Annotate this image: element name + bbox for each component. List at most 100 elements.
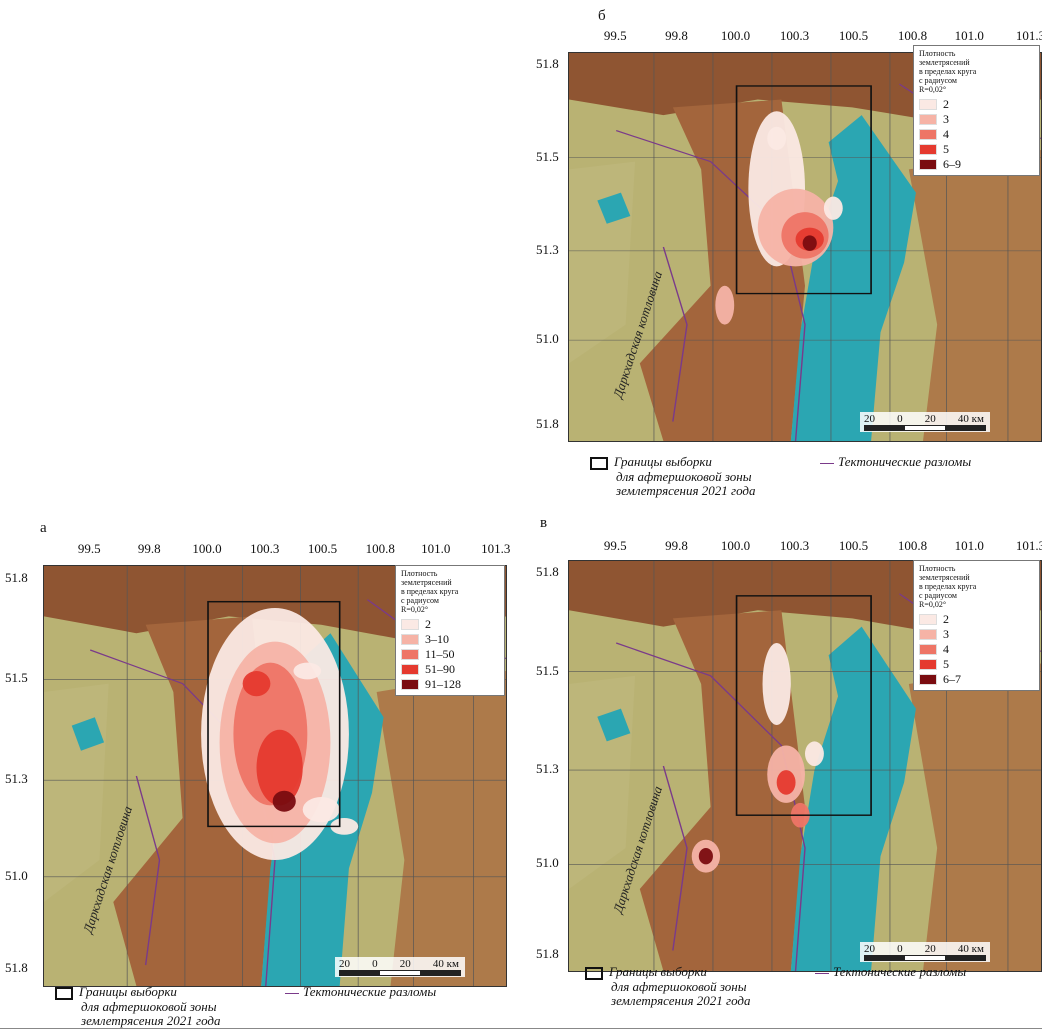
legend-title-line: землетрясений (401, 578, 452, 587)
scale-bar: 20 0 20 40 км (335, 957, 465, 977)
sample-boundary-box (735, 595, 872, 816)
legend-entry: 11–50 (401, 647, 499, 662)
legend-title-line: с радиусом (401, 596, 439, 605)
box-symbol (55, 986, 73, 1000)
scale-label: 40 км (957, 943, 984, 955)
mountain-ridge (639, 610, 805, 971)
legend-label: 4 (943, 127, 949, 141)
lon-tick-label: 101.0 (954, 538, 984, 553)
legend-swatch (919, 659, 937, 670)
lon-tick-label: 100.8 (897, 28, 928, 43)
legend-text: Тектонические разломы (303, 984, 437, 999)
density-area (302, 797, 340, 823)
legend-title-line: Плотность (401, 569, 438, 578)
lon-tick-label: 99.8 (137, 541, 161, 556)
density-area (272, 790, 296, 812)
density-legend: Плотность землетрясений в пределах круга с … (913, 45, 1040, 176)
scale-label: 20 (864, 413, 875, 425)
legend-swatch (919, 629, 937, 640)
sample-boundary-box (735, 85, 872, 295)
scale-label: 20 (399, 958, 411, 970)
lon-tick-label: 99.8 (665, 538, 688, 553)
fault-symbol (815, 972, 829, 974)
lon-tick-label: 100.8 (365, 541, 395, 556)
scale-bar: 20 0 20 40 км (860, 412, 990, 432)
panel-label: в (540, 515, 548, 531)
legend-swatch (919, 129, 937, 140)
legend-title-line: R=0,02° (919, 600, 947, 609)
legend-label: 4 (943, 642, 949, 656)
density-legend: Плотность землетрясений в пределах круга с … (913, 560, 1040, 691)
legend-title: Плотность землетрясений в пределах круга с … (401, 569, 499, 614)
sample-boundary-legend: Границы выборки для афтершоковой зоны земл… (590, 455, 820, 498)
density-area (805, 741, 824, 766)
legend-entry: 3 (919, 112, 1034, 127)
legend-swatch (919, 159, 937, 170)
faults-legend: Тектонические разломы (815, 965, 966, 979)
legend-entry: 5 (919, 142, 1034, 157)
lon-tick-label: 99.5 (603, 28, 627, 43)
northern-mountains (44, 566, 506, 642)
legend-entry: 2 (919, 97, 1034, 112)
legend-title-line: с радиусом (919, 76, 957, 85)
lon-tick-label: 101.0 (954, 28, 984, 43)
legend-title-line: R=0,02° (401, 605, 429, 614)
scale-label: 20 (924, 943, 936, 955)
lat-tick-label: 51.0 (5, 867, 28, 883)
legend-text: Границы выборки (609, 964, 707, 979)
scale-label: 0 (897, 943, 903, 955)
fault-line (615, 642, 806, 971)
legend-label: 51–90 (425, 662, 455, 676)
scale-bar: 20 0 20 40 км (860, 942, 990, 962)
lon-tick-label: 99.5 (603, 538, 627, 553)
legend-entry: 3 (919, 627, 1034, 642)
lat-tick-label: 51.5 (536, 662, 559, 678)
legend-entry: 3–10 (401, 632, 499, 647)
lat-tick-label: 51.5 (536, 148, 559, 164)
legend-label: 2 (425, 617, 431, 631)
legend-entry: 51–90 (401, 662, 499, 677)
scale-label: 20 (864, 943, 875, 955)
lat-tick-label: 51.3 (5, 771, 28, 787)
eastern-highlands (908, 150, 1041, 441)
legend-text: землетрясения 2021 года (611, 992, 751, 1008)
density-area (762, 643, 791, 725)
legend-swatch (919, 99, 937, 110)
lon-tick-label: 100.5 (838, 28, 869, 43)
legend-title: Плотность землетрясений в пределах круга с … (919, 49, 1034, 94)
legend-entry: 6–7 (919, 672, 1034, 687)
small-lake (71, 717, 105, 751)
legend-swatch (401, 649, 419, 660)
lat-tick-label: 51.8 (536, 55, 559, 71)
sample-boundary-legend: Границы выборки для афтершоковой зоны земл… (55, 985, 285, 1028)
lon-tick-label: 100.3 (779, 538, 810, 553)
legend-text: Тектонические разломы (833, 964, 967, 979)
legend-label: 6–9 (943, 157, 961, 171)
legend-title-line: с радиусом (919, 591, 957, 600)
density-area (823, 196, 843, 220)
legend-text: для афтершоковой зоны (616, 468, 752, 484)
density-legend: Плотность землетрясений в пределах круга с … (395, 565, 505, 696)
lon-tick-label: 99.5 (77, 541, 101, 556)
legend-label: 3 (943, 112, 949, 126)
legend-title-line: в пределах круга (401, 587, 459, 596)
panel-label: б (598, 8, 606, 24)
panel-label: а (40, 520, 47, 536)
lon-tick-label: 100.5 (307, 541, 338, 556)
lat-tick-label: 51.8 (5, 569, 28, 585)
legend-title-line: Плотность (919, 49, 956, 58)
scale-label: 20 (339, 958, 350, 970)
density-area (802, 235, 817, 251)
scale-label: 40 км (432, 958, 459, 970)
lat-tick-label: 51.8 (5, 960, 28, 976)
fault-line (662, 765, 688, 951)
density-area (776, 770, 796, 795)
lon-tick-label: 101.3 (1015, 538, 1042, 553)
lon-tick-label: 100.3 (250, 541, 280, 556)
legend-text: для афтершоковой зоны (81, 998, 217, 1014)
legend-text: Тектонические разломы (838, 454, 972, 469)
density-area (293, 662, 322, 680)
faults-legend: Тектонические разломы (285, 985, 436, 999)
scale-label: 20 (924, 413, 936, 425)
lat-tick-label: 51.0 (536, 855, 559, 871)
